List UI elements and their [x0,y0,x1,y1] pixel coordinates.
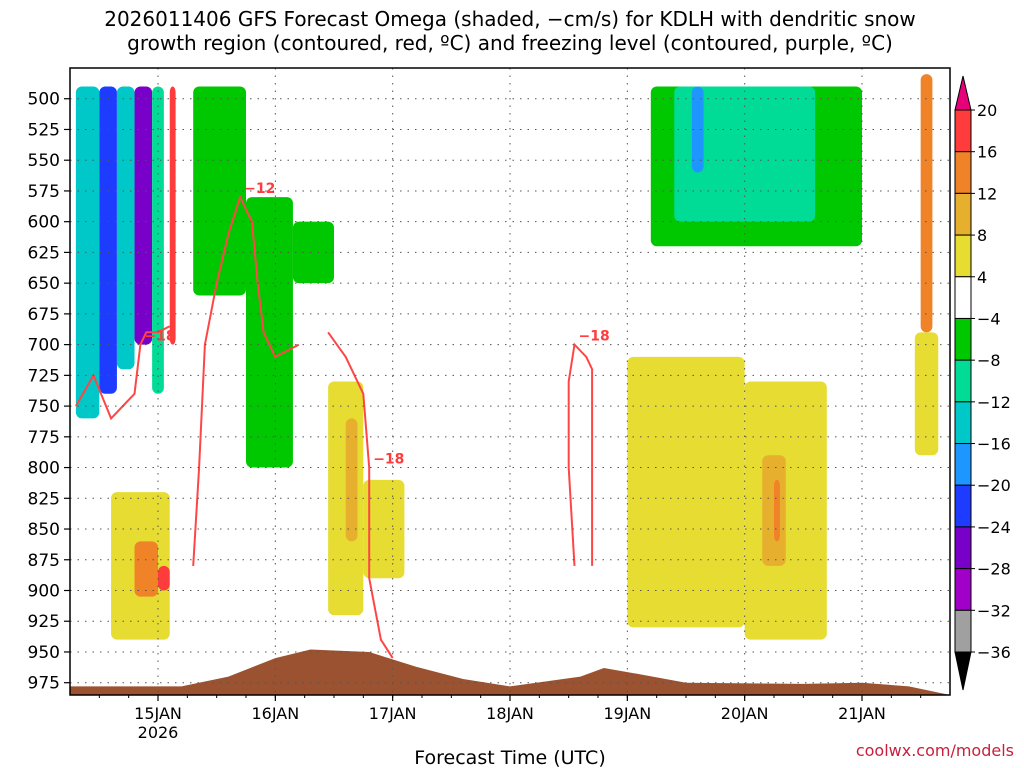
y-tick-label: 650 [28,274,60,294]
omega-cell [914,332,939,456]
colorbar-segment [954,526,972,570]
omega-cell [920,74,933,333]
colorbar-label: 8 [977,226,987,245]
omega-cell [116,86,135,370]
omega-cell [134,541,158,597]
omega-cell [158,565,170,591]
y-tick-label: 975 [28,674,60,694]
chart-title-line1: 2026011406 GFS Forecast Omega (shaded, −… [104,7,916,31]
colorbar-segment [954,151,972,194]
dgz-contour-label: −18 [373,452,404,468]
y-tick-label: 825 [28,489,60,509]
colorbar-label: −24 [977,518,1011,537]
y-tick-label: 775 [28,428,60,448]
colorbar-segment [954,401,972,445]
dgz-contour-line [327,331,394,659]
omega-cell [75,86,100,419]
y-tick-label: 525 [28,120,60,140]
credit-text: coolwx.com/models [856,741,1014,760]
y-tick-label: 550 [28,151,60,171]
y-tick-label: 600 [28,213,60,233]
x-tick-label: 18JAN [486,704,534,723]
colorbar-label: 20 [977,101,997,120]
x-tick-label: 15JAN [134,704,182,723]
colorbar-segment [954,109,972,153]
y-tick-label: 800 [28,459,60,479]
omega-cell [134,86,153,345]
y-tick-label: 575 [28,182,60,202]
terrain-fill [70,649,950,695]
y-tick-label: 900 [28,582,60,602]
omega-cell [627,356,745,628]
omega-cell [169,86,176,345]
y-tick-label: 675 [28,305,60,325]
y-tick-label: 925 [28,612,60,632]
y-tick-label: 850 [28,520,60,540]
colorbar-label: 12 [977,184,997,203]
omega-cell [193,86,246,296]
terrain-shape [70,649,950,695]
colorbar-label: −8 [977,351,1001,370]
x-tick-label: 16JAN [251,704,299,723]
y-tick-label: 750 [28,397,60,417]
colorbar-label: −12 [977,393,1011,412]
omega-cell [774,479,780,542]
x-tick-label: 19JAN [603,704,651,723]
colorbar-segment [954,276,972,319]
omega-cell [152,86,164,394]
omega-cell [744,381,827,640]
chart-title-line2: growth region (contoured, red, ºC) and f… [127,31,893,55]
y-tick-label: 625 [28,243,60,263]
x-tick-label: 17JAN [369,704,417,723]
colorbar-label: −36 [977,643,1011,662]
omega-cell [691,86,704,173]
omega-cell [246,197,293,468]
colorbar-segment [954,568,972,611]
colorbar-segment [954,443,972,486]
pressure-axis: 500 525 550 575 600 625 650 675 700 725 750 775 800 8… [28,90,70,694]
dgz-contour-line [75,325,171,421]
colorbar-segment [954,317,972,361]
omega-cell [674,86,816,222]
colorbar-label: 4 [977,268,987,287]
dgz-contour-line [567,342,594,566]
y-tick-label: 875 [28,551,60,571]
x-tick-label: 20JAN [721,704,769,723]
colorbar-label: −28 [977,560,1011,579]
colorbar-segment [954,192,972,236]
y-tick-label: 725 [28,366,60,386]
dgz-contour-label: −12 [244,181,275,197]
colorbar-label: 16 [977,143,997,162]
x-axis-label: Forecast Time (UTC) [414,747,605,768]
dgz-contour-label: −18 [579,329,610,345]
x-tick-label: 21JAN [838,704,886,723]
colorbar-label: −20 [977,476,1011,495]
omega-cell [345,418,358,542]
colorbar-label: −32 [977,601,1011,620]
colorbar-segment [954,609,972,653]
dgz-contour-label: −18 [144,329,175,345]
colorbar-label: −4 [977,309,1001,328]
omega-shading [75,74,939,640]
y-tick-label: 950 [28,643,60,663]
y-tick-label: 700 [28,336,60,356]
colorbar-label: −16 [977,435,1011,454]
colorbar-top-arrow [954,75,972,111]
dgz-contour-line [192,194,300,566]
omega-cell [99,86,117,394]
y-tick-label: 500 [28,90,60,110]
x-tick-sublabel: 2026 [138,723,179,742]
dgz-contours: −18 −12 −18 −18 [75,181,610,659]
colorbar-segment [954,359,972,403]
omega-cell [363,479,405,579]
colorbar-segment [954,234,972,278]
omega-cell [292,221,334,284]
colorbar-segment [954,484,972,528]
colorbar-bottom-arrow [954,651,972,691]
colorbar: 20 16 12 8 4 −4 −8 −12 −16 −20 −24 −28 −32 −36 [954,75,1011,691]
